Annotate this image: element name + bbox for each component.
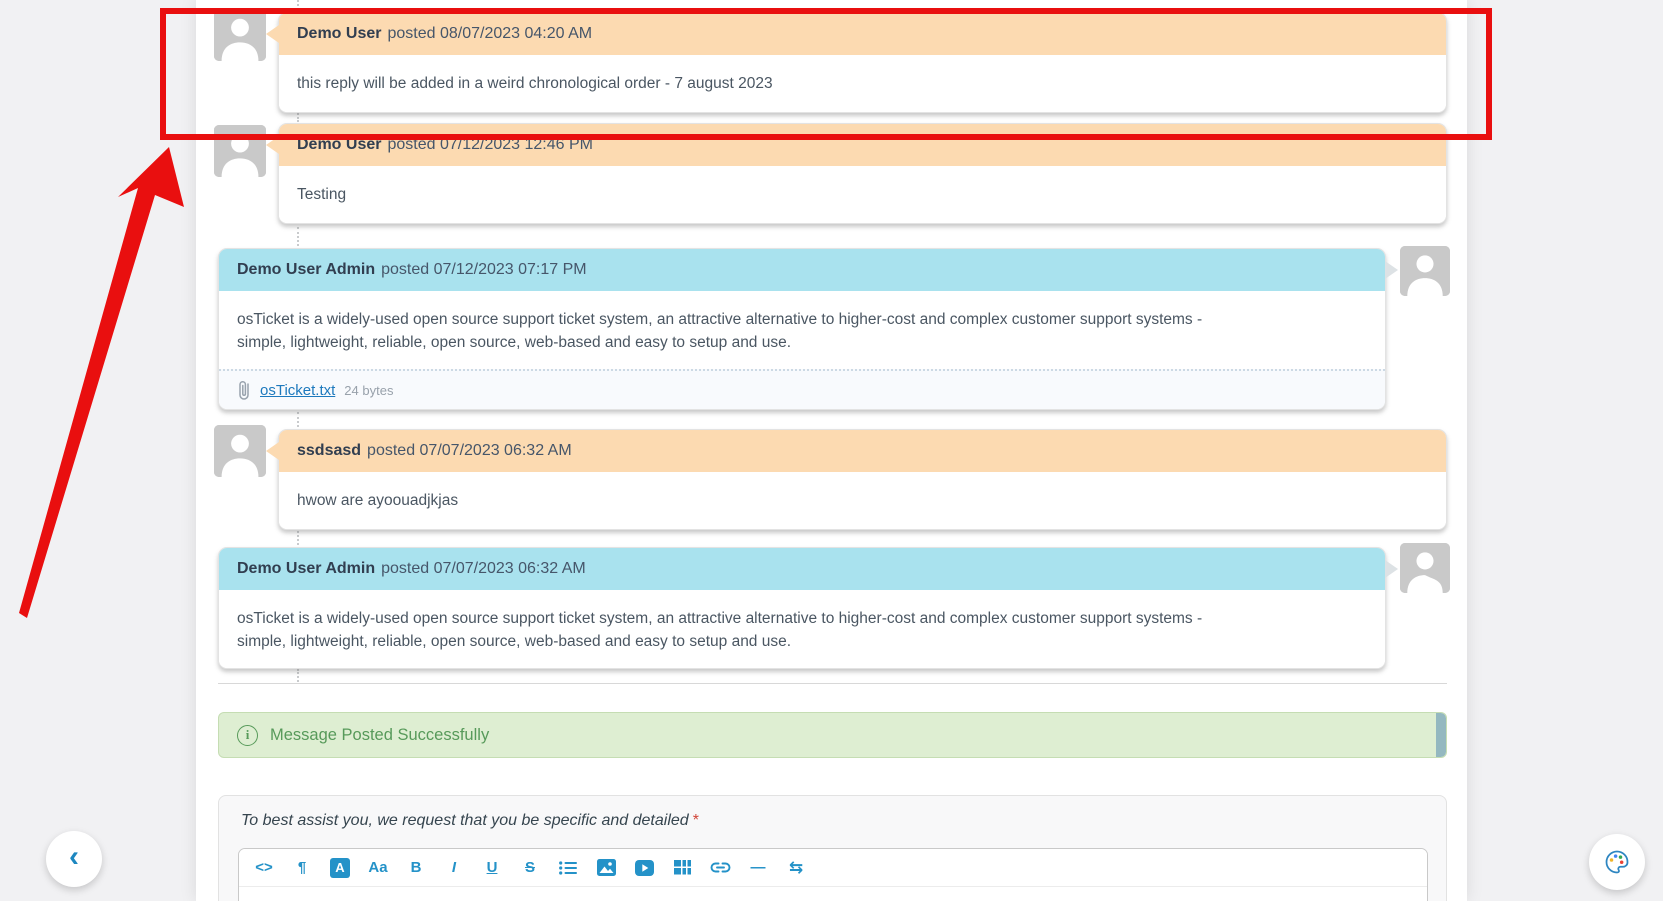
message-header: ssdsasd posted 07/07/2023 06:32 AM: [279, 430, 1446, 472]
message-meta: posted 07/07/2023 06:32 AM: [367, 442, 572, 459]
success-alert-text: Message Posted Successfully: [270, 725, 490, 744]
paragraph-format-button[interactable]: ¶: [283, 852, 321, 884]
reply-form-label-text: To best assist you, we request that you …: [241, 812, 689, 829]
avatar: [214, 125, 266, 177]
success-alert: i Message Posted Successfully: [218, 712, 1447, 758]
person-icon: [1400, 246, 1450, 296]
message-header: Demo User posted 08/07/2023 04:20 AM: [279, 13, 1446, 55]
person-icon: [1400, 543, 1450, 593]
message-meta: posted 07/07/2023 06:32 AM: [381, 560, 586, 577]
alert-edge: [1436, 713, 1446, 757]
author-name: Demo User Admin: [237, 560, 376, 577]
insert-table-icon: [673, 860, 691, 875]
strikethrough-icon: S: [524, 859, 535, 876]
author-name: ssdsasd: [297, 442, 362, 459]
link-icon: [710, 862, 730, 873]
bubble-tail: [1385, 261, 1398, 279]
font-color-button[interactable]: A: [321, 852, 359, 884]
timeline-connector: [297, 669, 299, 682]
bold-icon: B: [410, 859, 422, 876]
palette-icon: [1605, 850, 1629, 874]
timeline-connector: [297, 528, 299, 545]
message-header: Demo User Admin posted 07/12/2023 07:17 …: [219, 249, 1385, 291]
theme-palette-button[interactable]: [1589, 834, 1645, 890]
bubble-tail: [266, 136, 279, 154]
message-meta: posted 08/07/2023 04:20 AM: [387, 25, 593, 42]
insert-video-button[interactable]: [625, 852, 663, 884]
code-view-button[interactable]: <>: [245, 852, 283, 884]
reply-form-label: To best assist you, we request that you …: [241, 812, 699, 830]
timeline-connector: [297, 227, 299, 246]
message-bubble: Demo User Admin posted 07/07/2023 06:32 …: [218, 547, 1398, 669]
person-icon: [214, 425, 266, 477]
message-bubble: Demo User Admin posted 07/12/2023 07:17 …: [218, 248, 1398, 410]
message-bubble: ssdsasd posted 07/07/2023 06:32 AM hwow …: [266, 429, 1447, 530]
insert-image-button[interactable]: [587, 852, 625, 884]
italic-icon: I: [451, 859, 457, 876]
avatar: [1400, 543, 1450, 593]
message-header: Demo User Admin posted 07/07/2023 06:32 …: [219, 548, 1385, 590]
author-name: Demo User: [297, 136, 382, 153]
editor-toolbar: <> ¶ A Aa B I U S: [239, 849, 1427, 887]
timeline-connector: [297, 412, 299, 427]
bullet-list-icon: [559, 860, 577, 875]
bold-button[interactable]: B: [397, 852, 435, 884]
swap-arrows-icon: ⇆: [788, 857, 804, 878]
message-body: Testing: [279, 166, 1446, 223]
annotation-arrow: [19, 147, 184, 618]
attachment-row: osTicket.txt 24 bytes: [219, 369, 1385, 409]
message-meta: posted 07/12/2023 12:46 PM: [387, 136, 593, 153]
attachment-size: 24 bytes: [344, 382, 394, 398]
message-bubble: Demo User posted 08/07/2023 04:20 AM thi…: [266, 12, 1447, 113]
paragraph-icon: ¶: [297, 859, 307, 876]
insert-table-button[interactable]: [663, 852, 701, 884]
person-icon: [214, 9, 266, 61]
person-icon: [214, 125, 266, 177]
font-size-button[interactable]: Aa: [359, 852, 397, 884]
collapse-sidebar-button[interactable]: ‹: [46, 831, 102, 887]
horizontal-rule-button[interactable]: —: [739, 852, 777, 884]
bubble-tail: [266, 25, 279, 43]
reply-form-panel: To best assist you, we request that you …: [218, 795, 1447, 901]
editor-content-area[interactable]: [239, 887, 1427, 901]
timeline-connector: [297, 0, 299, 10]
underline-icon: U: [486, 859, 498, 876]
horizontal-rule-icon: —: [750, 859, 766, 876]
underline-button[interactable]: U: [473, 852, 511, 884]
message-bubble: Demo User posted 07/12/2023 12:46 PM Tes…: [266, 123, 1447, 224]
required-asterisk: *: [692, 812, 699, 829]
attachment-link[interactable]: osTicket.txt: [260, 381, 336, 399]
insert-link-button[interactable]: [701, 852, 739, 884]
thread-divider: [218, 683, 1447, 684]
insert-video-icon: [634, 859, 654, 876]
rich-text-editor: <> ¶ A Aa B I U S: [238, 848, 1428, 901]
bubble-tail: [1385, 560, 1398, 578]
avatar: [214, 425, 266, 477]
message-body: hwow are ayoouadjkjas: [279, 472, 1446, 529]
font-color-icon: A: [330, 857, 350, 878]
message-meta: posted 07/12/2023 07:17 PM: [381, 261, 587, 278]
bubble-tail: [266, 442, 279, 460]
chevron-left-icon: ‹: [69, 840, 79, 873]
content-panel: Demo User posted 08/07/2023 04:20 AM thi…: [196, 0, 1467, 901]
message-body: osTicket is a widely-used open source su…: [219, 590, 1385, 668]
strikethrough-button[interactable]: S: [511, 852, 549, 884]
info-icon: i: [237, 724, 258, 746]
italic-button[interactable]: I: [435, 852, 473, 884]
paperclip-icon: [237, 379, 251, 401]
code-icon: <>: [255, 859, 273, 876]
message-body: this reply will be added in a weird chro…: [279, 55, 1446, 112]
insert-image-icon: [596, 859, 616, 876]
message-body: osTicket is a widely-used open source su…: [219, 291, 1385, 369]
avatar: [214, 9, 266, 61]
message-header: Demo User posted 07/12/2023 12:46 PM: [279, 124, 1446, 166]
avatar: [1400, 246, 1450, 296]
font-size-icon: Aa: [368, 859, 388, 876]
bullet-list-button[interactable]: [549, 852, 587, 884]
swap-arrows-button[interactable]: ⇆: [777, 852, 815, 884]
author-name: Demo User Admin: [237, 261, 376, 278]
author-name: Demo User: [297, 25, 382, 42]
